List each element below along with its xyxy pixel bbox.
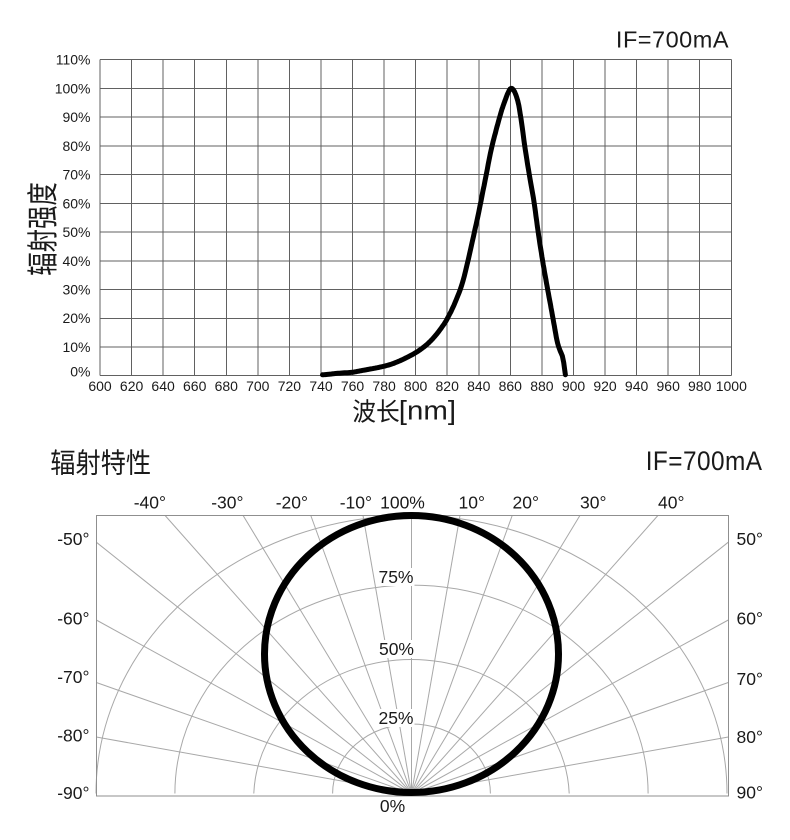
svg-text:660: 660 xyxy=(183,378,207,394)
svg-text:620: 620 xyxy=(120,378,144,394)
svg-text:700: 700 xyxy=(246,378,270,394)
svg-text:940: 940 xyxy=(625,378,649,394)
svg-text:20%: 20% xyxy=(62,310,90,326)
svg-text:[nm]: [nm] xyxy=(399,395,456,426)
svg-text:780: 780 xyxy=(372,378,396,394)
svg-text:860: 860 xyxy=(499,378,523,394)
svg-text:110%: 110% xyxy=(56,52,91,68)
svg-text:10%: 10% xyxy=(62,339,90,355)
svg-text:920: 920 xyxy=(593,378,617,394)
svg-text:40°: 40° xyxy=(658,493,684,513)
svg-text:720: 720 xyxy=(278,378,302,394)
svg-text:-20°: -20° xyxy=(276,493,308,513)
svg-text:-80°: -80° xyxy=(57,726,89,746)
svg-text:840: 840 xyxy=(467,378,491,394)
svg-text:680: 680 xyxy=(215,378,239,394)
svg-text:880: 880 xyxy=(530,378,554,394)
svg-text:-10°: -10° xyxy=(340,493,372,513)
svg-text:70°: 70° xyxy=(737,669,763,689)
svg-text:600: 600 xyxy=(88,378,112,394)
svg-text:740: 740 xyxy=(309,378,333,394)
svg-text:760: 760 xyxy=(341,378,365,394)
svg-text:0%: 0% xyxy=(380,796,405,816)
svg-text:40%: 40% xyxy=(62,253,90,269)
svg-text:50°: 50° xyxy=(737,529,763,549)
svg-text:1000: 1000 xyxy=(716,378,747,394)
svg-text:30°: 30° xyxy=(580,493,606,513)
svg-text:IF=700mA: IF=700mA xyxy=(646,447,763,476)
svg-text:30%: 30% xyxy=(62,282,90,298)
svg-text:60%: 60% xyxy=(62,195,90,211)
svg-text:0%: 0% xyxy=(70,364,90,380)
svg-text:-90°: -90° xyxy=(57,783,89,803)
svg-text:-40°: -40° xyxy=(134,493,166,513)
svg-text:980: 980 xyxy=(688,378,712,394)
svg-text:80°: 80° xyxy=(737,727,763,747)
svg-text:100%: 100% xyxy=(55,80,91,96)
svg-text:640: 640 xyxy=(151,378,175,394)
svg-text:IF=700mA: IF=700mA xyxy=(616,27,729,53)
svg-text:75%: 75% xyxy=(378,567,413,587)
svg-text:820: 820 xyxy=(436,378,460,394)
svg-text:960: 960 xyxy=(657,378,681,394)
svg-text:800: 800 xyxy=(404,378,428,394)
svg-text:50%: 50% xyxy=(62,224,90,240)
svg-text:50%: 50% xyxy=(379,639,414,659)
svg-text:70%: 70% xyxy=(62,167,90,183)
svg-text:60°: 60° xyxy=(737,609,763,629)
svg-text:-60°: -60° xyxy=(57,609,89,629)
svg-text:20°: 20° xyxy=(513,493,539,513)
svg-text:-50°: -50° xyxy=(57,529,89,549)
svg-text:90%: 90% xyxy=(62,109,90,125)
svg-text:900: 900 xyxy=(562,378,586,394)
svg-text:10°: 10° xyxy=(459,493,485,513)
svg-text:80%: 80% xyxy=(62,138,90,154)
svg-text:90°: 90° xyxy=(737,783,763,803)
svg-text:-30°: -30° xyxy=(211,493,243,513)
svg-text:-70°: -70° xyxy=(57,667,89,687)
svg-text:100%: 100% xyxy=(380,493,425,513)
svg-text:25%: 25% xyxy=(378,708,413,728)
